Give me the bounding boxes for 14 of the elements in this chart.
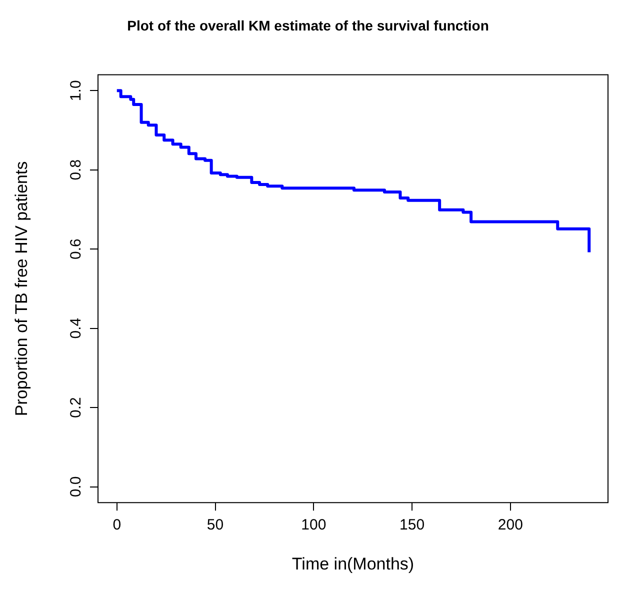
y-axis-title: Proportion of TB free HIV patients	[12, 161, 31, 416]
chart-title: Plot of the overall KM estimate of the survival function	[127, 17, 489, 34]
y-tick-label: 0.0	[68, 476, 85, 498]
y-tick-label: 0.4	[68, 318, 85, 339]
y-tick-label: 0.6	[68, 238, 85, 260]
y-tick-label: 1.0	[68, 80, 85, 102]
x-tick-label: 150	[400, 516, 425, 534]
y-tick-label: 0.2	[68, 397, 85, 418]
x-tick-label: 50	[206, 516, 224, 534]
x-tick-label: 100	[301, 516, 326, 534]
x-tick-label: 0	[112, 516, 122, 534]
x-tick-label: 200	[498, 516, 523, 534]
y-tick-label: 0.8	[68, 159, 85, 180]
x-axis-title: Time in(Months)	[292, 554, 414, 574]
